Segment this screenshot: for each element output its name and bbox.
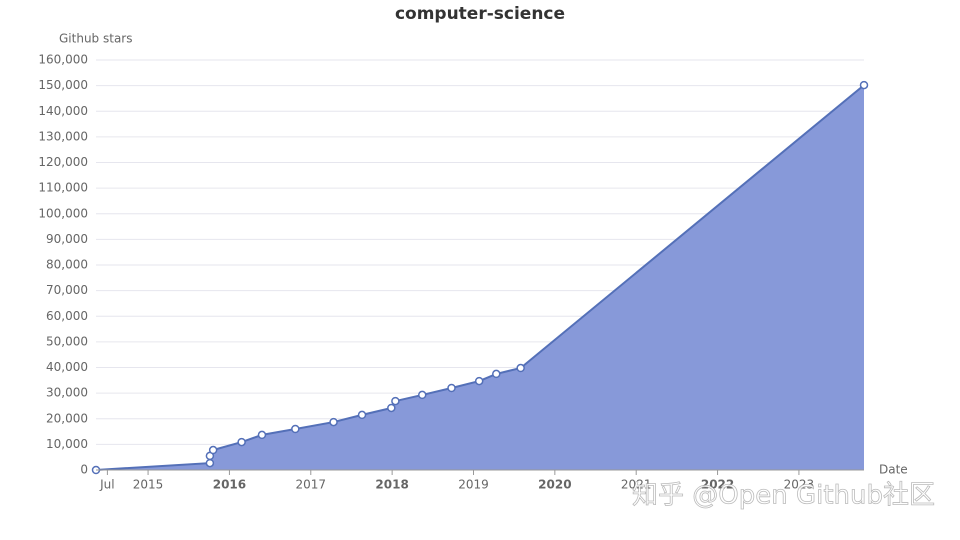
y-tick-label: 130,000 xyxy=(38,129,88,143)
y-tick-label: 140,000 xyxy=(38,104,88,118)
y-tick-label: 160,000 xyxy=(38,53,88,67)
data-point xyxy=(447,383,456,393)
y-tick-label: 120,000 xyxy=(38,155,88,169)
chart-title: computer-science xyxy=(395,4,565,24)
data-point xyxy=(492,369,501,379)
y-tick-label: 50,000 xyxy=(46,334,88,348)
y-tick-label: 20,000 xyxy=(46,411,88,425)
x-tick-label: 2019 xyxy=(458,478,489,492)
data-point xyxy=(237,437,246,447)
x-tick-label: Jul xyxy=(99,478,114,492)
y-tick-label: 70,000 xyxy=(46,283,88,297)
y-tick-label: 110,000 xyxy=(38,181,88,195)
data-point xyxy=(208,445,218,455)
y-axis-label: Github stars xyxy=(59,32,132,46)
y-tick-label: 0 xyxy=(80,463,88,477)
data-point xyxy=(357,410,367,420)
x-tick-label: 2017 xyxy=(296,478,327,492)
x-axis-label: Date xyxy=(879,463,908,477)
data-point xyxy=(474,376,484,386)
y-tick-label: 90,000 xyxy=(46,232,88,246)
y-tick-label: 60,000 xyxy=(46,309,88,323)
x-tick-label: 2021 xyxy=(621,478,652,492)
x-tick-label: 2020 xyxy=(538,478,571,492)
y-tick-label: 40,000 xyxy=(46,360,88,374)
data-point xyxy=(257,430,267,440)
data-point xyxy=(391,396,400,406)
data-point xyxy=(516,363,525,373)
x-tick-label: 2023 xyxy=(784,478,815,492)
x-tick-label: 2016 xyxy=(213,478,246,492)
y-tick-label: 30,000 xyxy=(46,386,88,400)
y-tick-label: 100,000 xyxy=(38,206,88,220)
x-tick-label: 2018 xyxy=(375,478,408,492)
data-point xyxy=(205,458,215,468)
area xyxy=(96,85,864,471)
data-point xyxy=(329,417,338,427)
y-tick-label: 10,000 xyxy=(46,437,88,451)
watermark: 知乎 @Open Github社区 xyxy=(632,481,935,511)
y-tick-label: 150,000 xyxy=(38,78,88,92)
data-point xyxy=(387,403,396,413)
data-point xyxy=(859,80,869,90)
y-tick-label: 80,000 xyxy=(46,258,88,272)
x-tick-label: 2022 xyxy=(701,478,734,492)
data-point xyxy=(291,424,300,434)
x-tick-label: 2015 xyxy=(133,478,164,492)
data-point xyxy=(417,390,427,400)
